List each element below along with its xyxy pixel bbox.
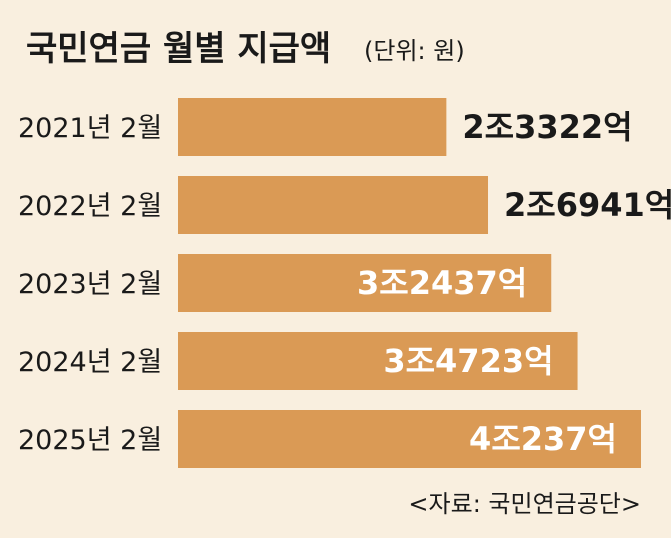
chart-title: 국민연금 월별 지급액	[26, 29, 331, 69]
value-label: 2조6941억	[504, 186, 671, 224]
value-label: 2조3322억	[462, 108, 632, 146]
value-label: 4조237억	[469, 420, 617, 458]
category-label: 2022년 2월	[18, 191, 162, 222]
unit-label: (단위: 원)	[364, 37, 465, 65]
category-label: 2023년 2월	[18, 269, 162, 300]
source-note: <자료: 국민연금공단>	[408, 490, 641, 518]
bar	[178, 410, 641, 468]
bar	[178, 332, 578, 390]
category-label: 2024년 2월	[18, 347, 162, 378]
bars-group: 2021년 2월 2조3322억 2022년 2월 2조6941억 2023년 2월 3조…	[18, 98, 671, 468]
value-label: 3조2437억	[357, 264, 527, 302]
category-label: 2025년 2월	[18, 425, 162, 456]
value-label: 3조4723억	[383, 342, 553, 380]
bar	[178, 254, 552, 312]
category-label: 2021년 2월	[18, 113, 162, 144]
bar	[178, 98, 447, 156]
bar	[178, 176, 489, 234]
